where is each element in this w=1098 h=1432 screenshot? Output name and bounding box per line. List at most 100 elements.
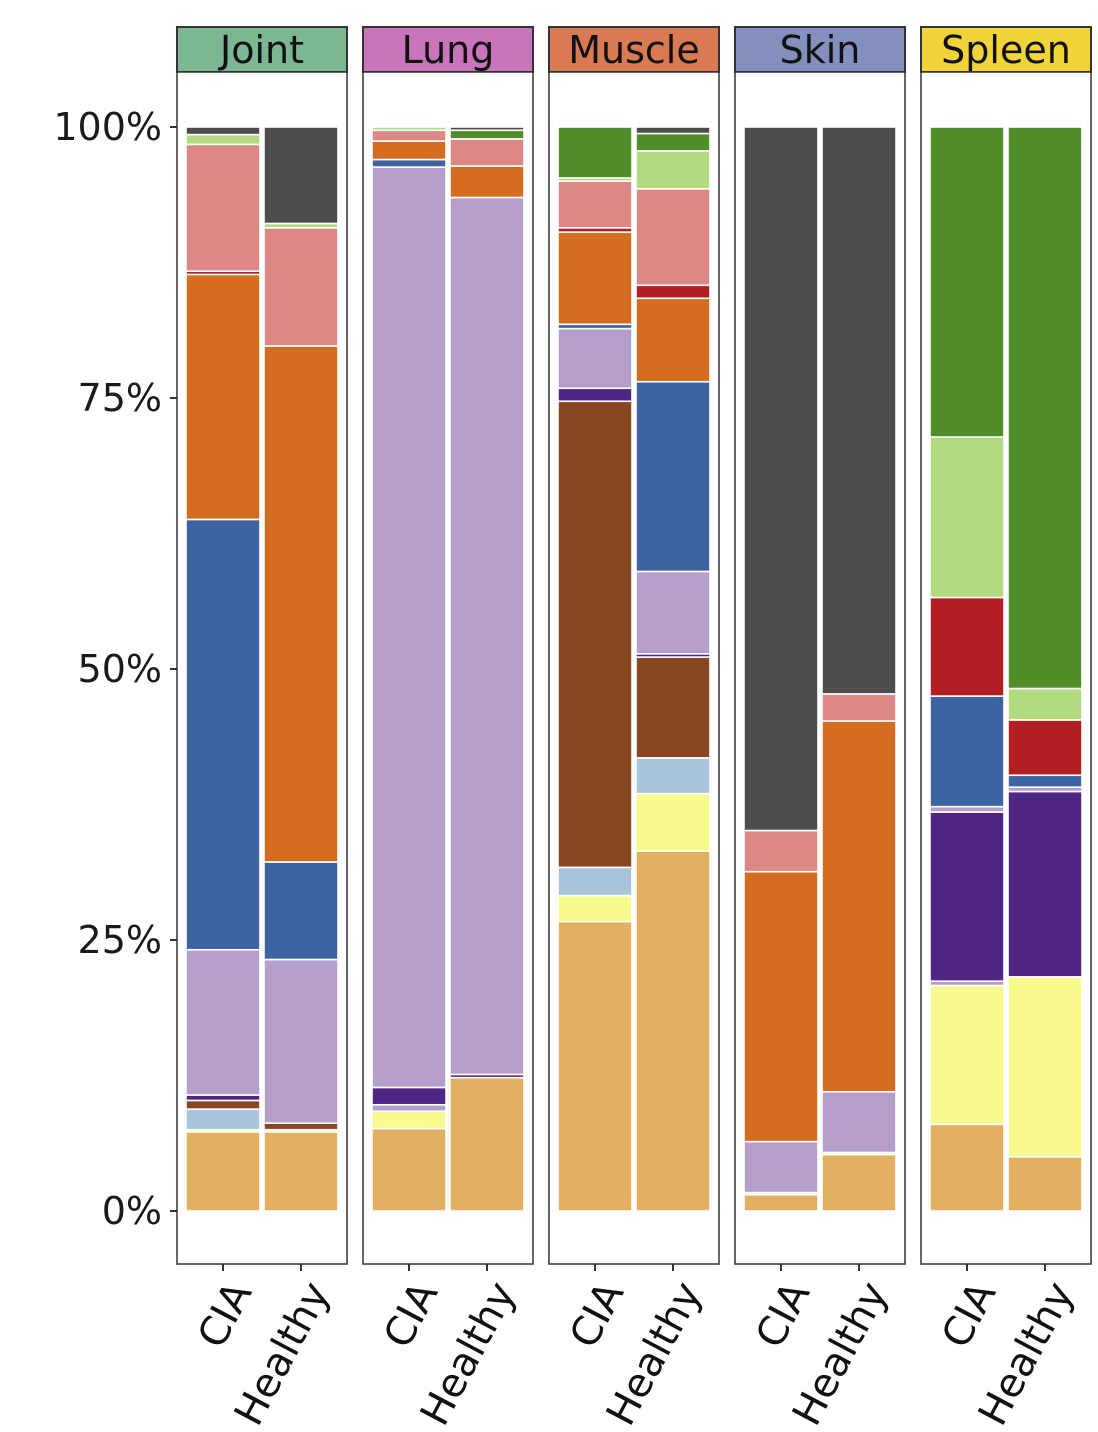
bar-segment: [1007, 976, 1083, 1158]
bar-healthy: [635, 126, 711, 1212]
bar-segment: [635, 132, 711, 152]
bar-segment: [635, 284, 711, 300]
bar-segment: [185, 273, 261, 521]
bar-segment: [929, 126, 1005, 438]
bar-segment: [371, 1103, 447, 1113]
bar-segment: [635, 570, 711, 655]
bar-segment: [371, 140, 447, 161]
bar-segment: [821, 693, 897, 722]
bar-segment: [371, 126, 447, 132]
bar-segment: [557, 126, 633, 179]
bar-segment: [1007, 1156, 1083, 1212]
bar-segment: [263, 345, 339, 863]
bar-segment: [185, 1099, 261, 1110]
bar-segment: [185, 518, 261, 951]
bar-segment: [557, 231, 633, 326]
bar-segment: [821, 1153, 897, 1212]
bar-segment: [1007, 126, 1083, 690]
bar-segment: [821, 1090, 897, 1154]
bar-cia: [743, 126, 819, 1212]
bar-segment: [929, 436, 1005, 599]
bar-segment: [371, 129, 447, 142]
bar-segment: [263, 958, 339, 1124]
facet-strip-label: Skin: [780, 28, 861, 72]
y-tick-label: 50%: [78, 647, 162, 691]
bar-segment: [449, 196, 525, 1076]
bar-segment: [1007, 774, 1083, 788]
bar-segment: [635, 126, 711, 135]
bar-cia: [371, 126, 447, 1212]
bar-segment: [929, 805, 1005, 813]
bar-segment: [929, 984, 1005, 1126]
bar-segment: [449, 129, 525, 140]
bar-segment: [1007, 687, 1083, 721]
bar-cia: [185, 126, 261, 1212]
bar-segment: [185, 948, 261, 1096]
bar-segment: [449, 1076, 525, 1212]
y-axis: 0% 25% 50% 75% 100%: [53, 105, 177, 1233]
facet-strip-label: Lung: [402, 28, 495, 72]
y-tick-label: 100%: [53, 105, 162, 149]
bar-segment: [557, 327, 633, 390]
bar-segment: [371, 1110, 447, 1130]
bar-segment: [449, 126, 525, 132]
bar-segment: [635, 757, 711, 795]
bar-segment: [635, 187, 711, 287]
facet-strip: [734, 26, 906, 73]
bar-segment: [185, 126, 261, 136]
bar-segment: [263, 126, 339, 225]
bar-healthy: [449, 126, 525, 1212]
bar-segment: [743, 126, 819, 832]
bar-segment: [743, 1140, 819, 1194]
bar-segment: [557, 866, 633, 897]
bar-segment: [635, 656, 711, 759]
bar-cia: [929, 126, 1005, 1212]
bar-segment: [557, 920, 633, 1212]
bar-segment: [635, 792, 711, 852]
x-category-label: CIA: [561, 1274, 633, 1355]
bar-segment: [185, 1108, 261, 1131]
bar-segment: [635, 380, 711, 573]
bar-segment: [557, 180, 633, 229]
bar-segment: [263, 861, 339, 961]
bar-segment: [821, 126, 897, 695]
bar-segment: [263, 1122, 339, 1131]
bar-segment: [557, 894, 633, 923]
facet-strip-label: Muscle: [568, 28, 700, 72]
bar-segment: [929, 1123, 1005, 1212]
facet-strip: [362, 26, 534, 73]
bar-segment: [821, 720, 897, 1093]
bar-segment: [1007, 790, 1083, 978]
facet-panels: JointCIAHealthyLungCIAHealthyMuscleCIAHe…: [176, 26, 1092, 1432]
y-tick-label: 75%: [78, 376, 162, 420]
facet-strip: [920, 26, 1092, 73]
bar-segment: [1007, 719, 1083, 777]
bar-segment: [371, 1086, 447, 1106]
bar-segment: [557, 387, 633, 403]
bar-cia: [557, 126, 633, 1212]
bar-segment: [263, 1131, 339, 1212]
x-category-label: CIA: [747, 1274, 819, 1355]
bar-segment: [929, 695, 1005, 808]
bar-healthy: [1007, 126, 1083, 1212]
facet-strip: [176, 26, 348, 73]
x-category-label: CIA: [189, 1274, 261, 1355]
bar-segment: [929, 596, 1005, 697]
bar-healthy: [263, 126, 339, 1212]
facet-strip-label: Joint: [218, 28, 304, 72]
bar-segment: [743, 1193, 819, 1212]
y-tick-label: 25%: [78, 918, 162, 962]
bar-segment: [263, 227, 339, 347]
bar-segment: [371, 1127, 447, 1212]
bar-segment: [185, 143, 261, 272]
facet-strip-label: Spleen: [941, 28, 1071, 72]
bar-segment: [743, 829, 819, 873]
bar-segment: [557, 400, 633, 869]
bar-segment: [929, 811, 1005, 982]
